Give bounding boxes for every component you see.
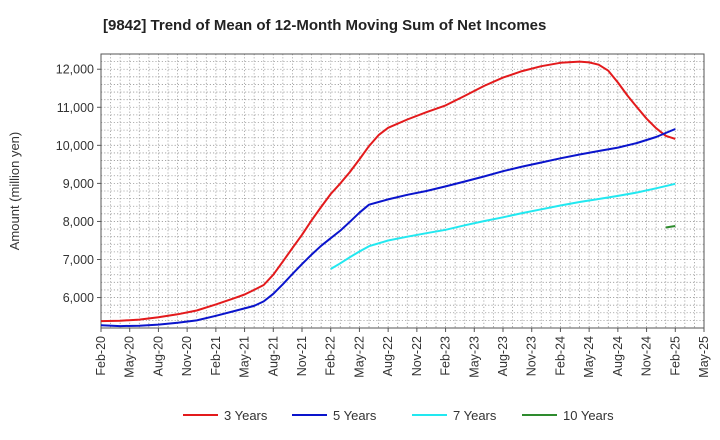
- x-tick-label: May-21: [238, 336, 252, 378]
- x-tick-label: Nov-20: [180, 336, 194, 376]
- x-tick-label: Nov-21: [295, 336, 309, 376]
- x-tick-label: Nov-23: [525, 336, 539, 376]
- series-line-5-years: [100, 128, 676, 328]
- x-tick-label: Feb-25: [668, 336, 682, 376]
- x-tick-label: Feb-20: [94, 336, 108, 376]
- grid: [101, 54, 704, 328]
- y-axis-title: Amount (million yen): [7, 132, 22, 251]
- legend-label: 3 Years: [224, 408, 268, 423]
- legend-label: 5 Years: [333, 408, 377, 423]
- series-lines: [100, 60, 676, 328]
- x-tick-label: Feb-21: [209, 336, 223, 376]
- y-tick-label: 6,000: [63, 291, 94, 305]
- y-tick-label: 7,000: [63, 253, 94, 267]
- x-tick-label: Aug-20: [151, 336, 165, 376]
- y-tick-label: 9,000: [63, 177, 94, 191]
- plot-frame: [100, 53, 705, 329]
- y-axis: 6,000 7,000 8,000 9,000 10,000 11,000 12,000: [56, 63, 101, 305]
- x-tick-label: May-22: [352, 336, 366, 378]
- x-tick-label: Feb-22: [324, 336, 338, 376]
- x-tick-label: Aug-23: [496, 336, 510, 376]
- legend: 3 Years 5 Years 7 Years 10 Years: [183, 408, 614, 423]
- chart-title: [9842] Trend of Mean of 12-Month Moving …: [103, 17, 546, 34]
- x-axis: Feb-20 May-20 Aug-20 Nov-20 Feb-21 May-21 Aug-…: [94, 328, 711, 378]
- x-tick-label: Aug-22: [381, 336, 395, 376]
- x-tick-label: May-20: [123, 336, 137, 378]
- x-tick-label: May-24: [582, 336, 596, 378]
- x-tick-label: Feb-24: [553, 336, 567, 376]
- y-tick-label: 12,000: [56, 63, 94, 77]
- x-tick-label: Nov-22: [410, 336, 424, 376]
- x-tick-label: Aug-24: [611, 336, 625, 376]
- x-tick-label: May-25: [697, 336, 711, 378]
- x-tick-label: Feb-23: [439, 336, 453, 376]
- y-tick-label: 8,000: [63, 215, 94, 229]
- legend-label: 7 Years: [453, 408, 497, 423]
- x-tick-label: May-23: [467, 336, 481, 378]
- series-line-3-years: [100, 60, 676, 323]
- y-tick-label: 11,000: [57, 101, 94, 115]
- y-tick-label: 10,000: [56, 139, 94, 153]
- x-tick-label: Aug-21: [266, 336, 280, 376]
- series-line-7-years: [330, 182, 676, 270]
- legend-label: 10 Years: [563, 408, 614, 423]
- x-tick-label: Nov-24: [640, 336, 654, 376]
- series-line-10-years: [665, 225, 676, 229]
